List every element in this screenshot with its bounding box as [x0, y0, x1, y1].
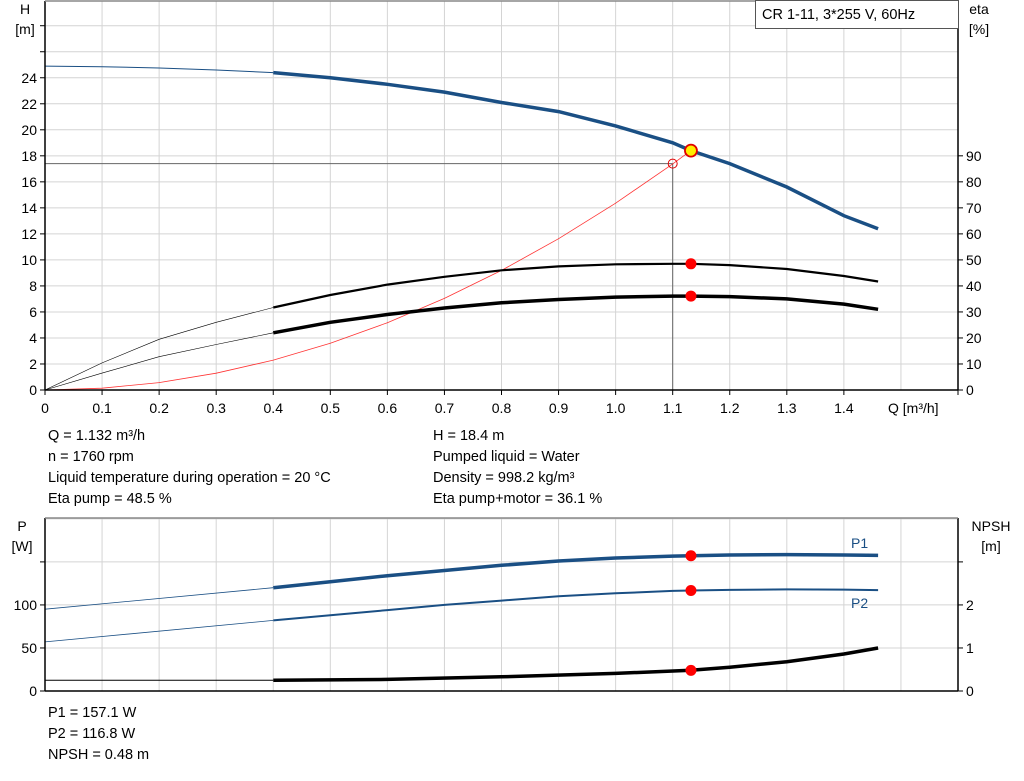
npsh-tick-label: 2: [966, 597, 974, 613]
h-tick-label: 4: [29, 330, 37, 346]
eta-tick-label: 20: [966, 330, 982, 346]
title-box: CR 1-11, 3*255 V, 60Hz: [755, 0, 959, 29]
info-eta-pump: Eta pump = 48.5 %: [48, 491, 172, 507]
eta-pump-motor-curve: [272, 294, 879, 335]
tick-labels: 0 0.1 0.2 0.3 0.4 0.5 0.6 0.7 0.8 0.9 1.0 1.1 1.2 1.3…: [14, 70, 982, 699]
info-p1: P1 = 157.1 W: [48, 705, 137, 721]
p2-curve: [273, 588, 879, 622]
eta-tick-label: 30: [966, 304, 982, 320]
eta-tick-label: 10: [966, 356, 982, 372]
eta-tick-label: 80: [966, 174, 982, 190]
p2-series-label: P2: [851, 595, 868, 611]
x-tick-label: 0.6: [378, 400, 398, 416]
npsh-axis-label: NPSH: [972, 518, 1011, 534]
info-p2: P2 = 116.8 W: [48, 726, 136, 742]
markers: [667, 143, 698, 676]
eta-tick-label: 60: [966, 226, 982, 242]
info-temperature: Liquid temperature during operation = 20…: [48, 470, 331, 486]
x-tick-label: 1.2: [720, 400, 740, 416]
eta-tick-label: 40: [966, 278, 982, 294]
eta-pump-curve-thin: [44, 307, 274, 391]
info-bottom: P1 = 157.1 W P2 = 116.8 W NPSH = 0.48 m: [48, 703, 149, 766]
eta-axis-label: eta: [969, 1, 989, 17]
p-axis-label: P: [17, 518, 26, 534]
x-tick-label: 1.4: [834, 400, 854, 416]
h-tick-label: 20: [21, 122, 37, 138]
duty-point-marker: [684, 143, 698, 158]
npsh-tick-label: 1: [966, 640, 974, 656]
p2-point: [685, 584, 697, 596]
h-tick-label: 22: [21, 96, 37, 112]
eta-tick-label: 50: [966, 252, 982, 268]
h-axis-label: H: [20, 1, 30, 17]
h-tick-label: 14: [21, 200, 37, 216]
reference-point-marker: [667, 158, 678, 169]
info-density: Density = 998.2 kg/m³: [433, 470, 575, 486]
x-tick-label: 1.1: [663, 400, 683, 416]
h-tick-label: 0: [29, 382, 37, 398]
curves: [44, 65, 879, 682]
h-axis-unit: [m]: [15, 21, 34, 37]
info-top-right: H = 18.4 m Pumped liquid = Water Density…: [433, 426, 602, 510]
p1-curve: [273, 552, 879, 590]
h-tick-label: 2: [29, 356, 37, 372]
x-tick-label: 0.8: [492, 400, 512, 416]
eta-tick-label: 0: [966, 382, 974, 398]
x-tick-label: 0.2: [149, 400, 169, 416]
info-npsh: NPSH = 0.48 m: [48, 747, 150, 763]
eta-pump-motor-curve-thin: [44, 332, 274, 391]
x-tick-label: 0.3: [206, 400, 226, 416]
x-tick-label: 1.3: [777, 400, 797, 416]
h-tick-label: 18: [21, 148, 37, 164]
x-tick-label: 0.5: [321, 400, 341, 416]
info-liquid: Pumped liquid = Water: [433, 449, 580, 465]
eta-axis-unit: [%]: [969, 21, 989, 37]
p2-curve-thin: [44, 620, 274, 643]
p1-series-label: P1: [851, 535, 868, 551]
x-tick-label: 0.9: [549, 400, 569, 416]
h-tick-label: 8: [29, 278, 37, 294]
head-curve: [273, 70, 879, 231]
info-top-left: Q = 1.132 m³/h n = 1760 rpm Liquid tempe…: [48, 426, 331, 510]
q-axis-label: Q [m³/h]: [888, 400, 939, 416]
npsh-point: [685, 664, 697, 676]
title-box-text: CR 1-11, 3*255 V, 60Hz: [762, 7, 915, 23]
info-speed: n = 1760 rpm: [48, 449, 134, 465]
x-tick-label: 0.1: [92, 400, 112, 416]
p-tick-label: 0: [29, 683, 37, 699]
p-axis-unit: [W]: [12, 538, 33, 554]
x-tick-label: 0: [41, 400, 49, 416]
p1-point: [685, 550, 697, 562]
eta-tick-label: 90: [966, 148, 982, 164]
h-tick-label: 10: [21, 252, 37, 268]
eta-pump-point: [685, 258, 697, 270]
eta-tick-label: 70: [966, 200, 982, 216]
top-grid: [45, 1, 959, 390]
head-curve-thin: [44, 65, 274, 74]
h-tick-label: 24: [21, 70, 37, 86]
system-curve: [44, 150, 692, 391]
p-tick-label: 100: [14, 597, 38, 613]
info-q: Q = 1.132 m³/h: [48, 428, 146, 444]
eta-pump-motor-point: [685, 290, 697, 302]
x-tick-label: 0.4: [264, 400, 284, 416]
p-tick-label: 50: [21, 640, 37, 656]
info-h: H = 18.4 m: [433, 428, 505, 444]
h-tick-label: 16: [21, 174, 37, 190]
info-eta-pump-motor: Eta pump+motor = 36.1 %: [433, 491, 603, 507]
p1-curve-thin: [44, 587, 274, 610]
npsh-curve: [273, 646, 879, 682]
h-tick-label: 12: [21, 226, 37, 242]
bottom-grid: [45, 518, 959, 691]
x-tick-label: 0.7: [435, 400, 455, 416]
npsh-tick-label: 0: [966, 683, 974, 699]
eta-pump-curve: [273, 262, 879, 309]
x-tick-label: 1.0: [606, 400, 626, 416]
npsh-axis-unit: [m]: [981, 538, 1000, 554]
h-tick-label: 6: [29, 304, 37, 320]
